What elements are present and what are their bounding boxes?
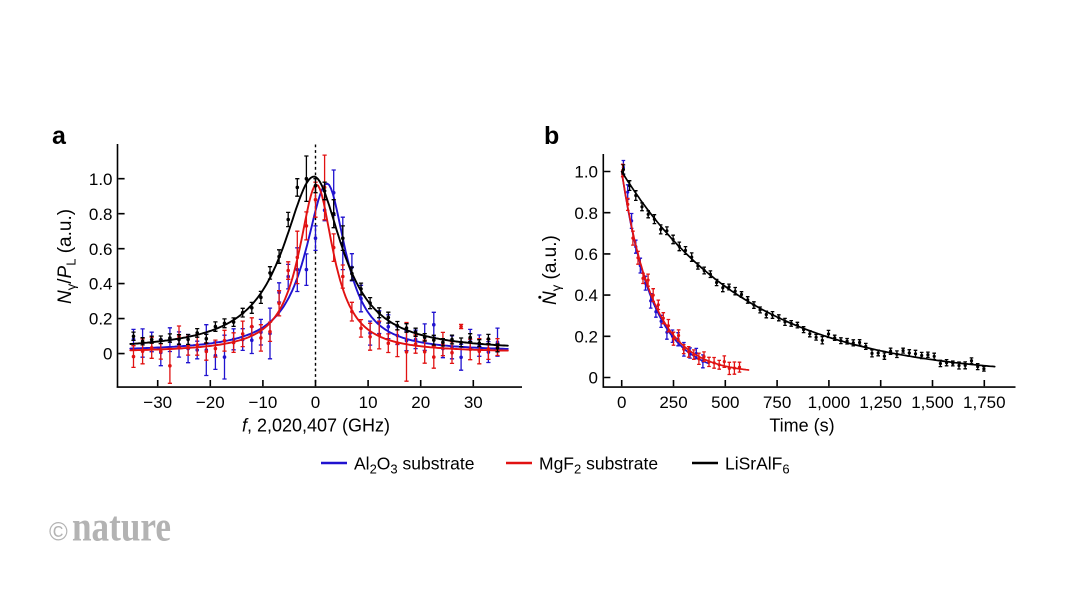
svg-text:1,000: 1,000 [808, 393, 851, 412]
svg-text:750: 750 [763, 393, 791, 412]
svg-text:0: 0 [103, 345, 112, 364]
svg-text:250: 250 [659, 393, 687, 412]
svg-text:0.6: 0.6 [89, 240, 113, 259]
svg-text:1,250: 1,250 [859, 393, 902, 412]
svg-text:0.4: 0.4 [89, 275, 113, 294]
svg-text:0: 0 [589, 369, 598, 388]
svg-text:nature: nature [72, 505, 171, 551]
svg-text:−10: −10 [248, 393, 277, 412]
svg-text:0.8: 0.8 [89, 205, 113, 224]
svg-text:1,750: 1,750 [963, 393, 1006, 412]
svg-text:Nγ (a.u.): Nγ (a.u.) [540, 235, 564, 305]
svg-text:0: 0 [311, 393, 320, 412]
svg-text:f, 2,020,407 (GHz): f, 2,020,407 (GHz) [242, 416, 390, 436]
svg-text:1,500: 1,500 [911, 393, 954, 412]
svg-text:Nγ/PL (a.u.): Nγ/PL (a.u.) [55, 209, 79, 304]
svg-text:MgF2 substrate: MgF2 substrate [539, 453, 658, 476]
svg-text:−30: −30 [143, 393, 172, 412]
svg-text:a: a [52, 122, 67, 150]
svg-text:1.0: 1.0 [574, 163, 598, 182]
svg-text:b: b [544, 122, 559, 150]
svg-text:Al2O3 substrate: Al2O3 substrate [354, 453, 475, 476]
svg-text:0.2: 0.2 [574, 327, 598, 346]
svg-text:0.6: 0.6 [574, 245, 598, 264]
svg-text:Time (s): Time (s) [769, 416, 834, 436]
svg-text:0.2: 0.2 [89, 310, 113, 329]
svg-text:0.8: 0.8 [574, 204, 598, 223]
svg-text:−20: −20 [196, 393, 225, 412]
svg-text:20: 20 [411, 393, 430, 412]
svg-text:500: 500 [711, 393, 739, 412]
svg-text:10: 10 [359, 393, 378, 412]
svg-text:0.4: 0.4 [574, 286, 598, 305]
svg-text:0: 0 [617, 393, 626, 412]
svg-text:30: 30 [464, 393, 483, 412]
svg-text:©: © [49, 519, 68, 547]
svg-text:1.0: 1.0 [89, 170, 113, 189]
svg-text:LiSrAlF6: LiSrAlF6 [725, 453, 790, 476]
